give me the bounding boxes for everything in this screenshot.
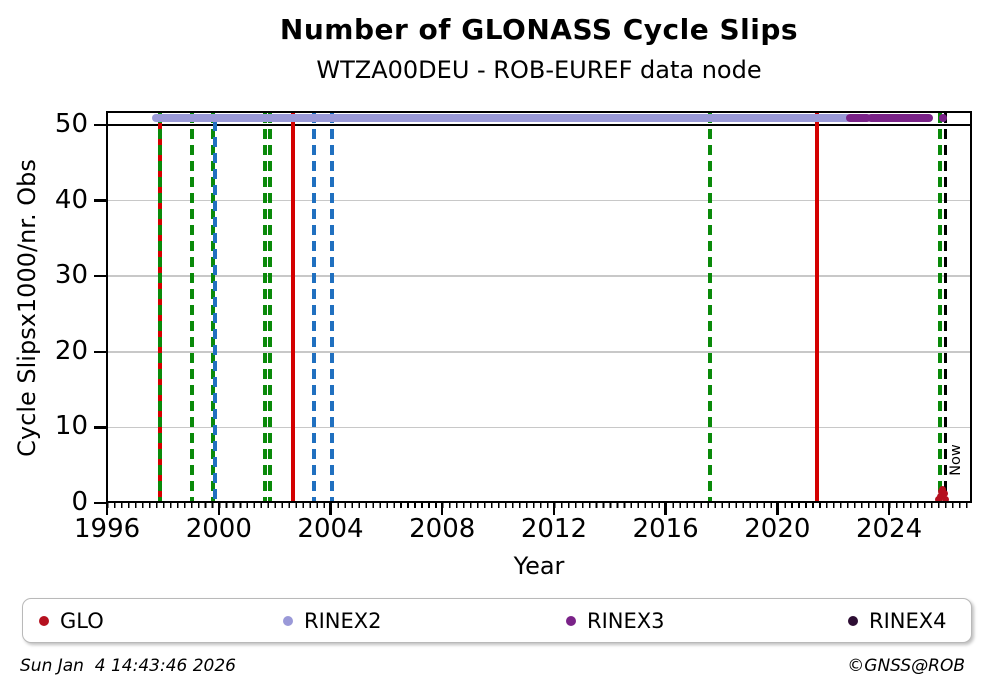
rinex3-marker-icon	[566, 615, 576, 626]
event-line-blue-9	[330, 113, 334, 501]
y-tick-label-10: 10	[54, 411, 88, 442]
glo-point-0	[935, 496, 943, 504]
rinex2-band-segment-2	[450, 114, 851, 123]
x-tick-2016	[664, 503, 667, 515]
rinex3-band-segment-0	[845, 114, 872, 123]
y-tick-20	[94, 350, 106, 354]
chart-subtitle: WTZA00DEU - ROB-EUREF data node	[316, 56, 762, 84]
rinex2-marker-icon	[283, 615, 293, 626]
x-tick-label-2016: 2016	[632, 514, 699, 544]
glo-point-4	[940, 490, 948, 498]
y-tick-40	[94, 199, 106, 202]
y-tick-0	[94, 501, 106, 505]
x-tick-label-2020: 2020	[744, 514, 811, 544]
copyright-text: ©GNSS@ROB	[847, 656, 965, 676]
event-line-red-7	[291, 113, 295, 501]
gridline-y20	[108, 351, 970, 353]
event-line-red-11	[815, 113, 819, 501]
y-tick-label-30: 30	[54, 260, 88, 291]
event-line-green-5	[263, 113, 267, 501]
event-line-green-2	[190, 113, 194, 501]
x-tick-label-2000: 2000	[185, 514, 252, 544]
event-line-black-now	[943, 113, 948, 501]
x-tick-label-2012: 2012	[520, 514, 588, 544]
event-line-green-1	[158, 113, 162, 501]
rinex4-marker-icon	[848, 615, 858, 626]
legend-label-glo: GLO	[60, 608, 104, 633]
event-line-green-6	[268, 113, 272, 501]
y-tick-label-40: 40	[54, 184, 88, 215]
glo-point-3	[939, 485, 947, 493]
x-tick-1996	[105, 503, 109, 515]
gridline-y10	[108, 426, 970, 429]
x-tick-2012	[552, 503, 556, 515]
y-axis-label: Cycle Slipsx1000/nr. Obs	[13, 159, 41, 457]
glo-point-1	[936, 492, 944, 500]
x-tick-label-2004: 2004	[297, 514, 364, 544]
x-axis-minor-ticks	[107, 503, 969, 508]
x-tick-label-2024: 2024	[855, 514, 923, 544]
event-line-green-10	[708, 113, 712, 501]
x-tick-2024	[887, 503, 891, 515]
gridline-y40	[108, 199, 970, 202]
now-line-label: Now	[948, 444, 965, 476]
legend-item-glo: GLO	[39, 599, 104, 642]
event-line-blue-4	[213, 113, 217, 501]
glo-marker-icon	[39, 615, 49, 626]
y-tick-50	[94, 123, 106, 127]
legend-label-rinex3: RINEX3	[587, 608, 665, 633]
legend-item-rinex4: RINEX4	[848, 599, 947, 642]
event-line-green-12	[938, 113, 942, 501]
rinex2-band-segment-0	[152, 114, 306, 123]
y-tick-30	[94, 274, 106, 278]
rinex2-band-segment-1	[299, 114, 457, 123]
gridline-y30	[108, 275, 970, 277]
hline-y50	[106, 123, 972, 127]
legend-item-rinex3: RINEX3	[566, 599, 665, 642]
chart-title: Number of GLONASS Cycle Slips	[279, 13, 799, 46]
event-line-blue-8	[312, 113, 316, 501]
legend-label-rinex2: RINEX2	[304, 608, 382, 633]
y-tick-label-50: 50	[54, 108, 88, 139]
plot-area	[106, 111, 972, 504]
x-tick-2020	[776, 503, 779, 515]
y-tick-10	[94, 426, 106, 429]
x-axis-label: Year	[513, 552, 565, 580]
rinex3-point-0	[938, 114, 947, 123]
x-tick-2000	[217, 503, 221, 515]
y-tick-label-20: 20	[54, 335, 88, 366]
event-line-green-3	[211, 113, 215, 501]
y-tick-label-0: 0	[71, 487, 88, 517]
legend-label-rinex4: RINEX4	[869, 608, 947, 633]
legend-item-rinex2: RINEX2	[283, 599, 382, 642]
glo-point-5	[942, 495, 950, 503]
legend-box: GLO RINEX2 RINEX3 RINEX4	[22, 598, 972, 643]
x-tick-2004	[329, 503, 332, 515]
timestamp-text: Sun Jan 4 14:43:46 2026	[20, 656, 236, 676]
x-tick-2008	[440, 503, 444, 515]
x-tick-label-2008: 2008	[409, 514, 476, 544]
rinex3-band-segment-1	[867, 114, 933, 123]
x-tick-label-1996: 1996	[74, 514, 141, 544]
